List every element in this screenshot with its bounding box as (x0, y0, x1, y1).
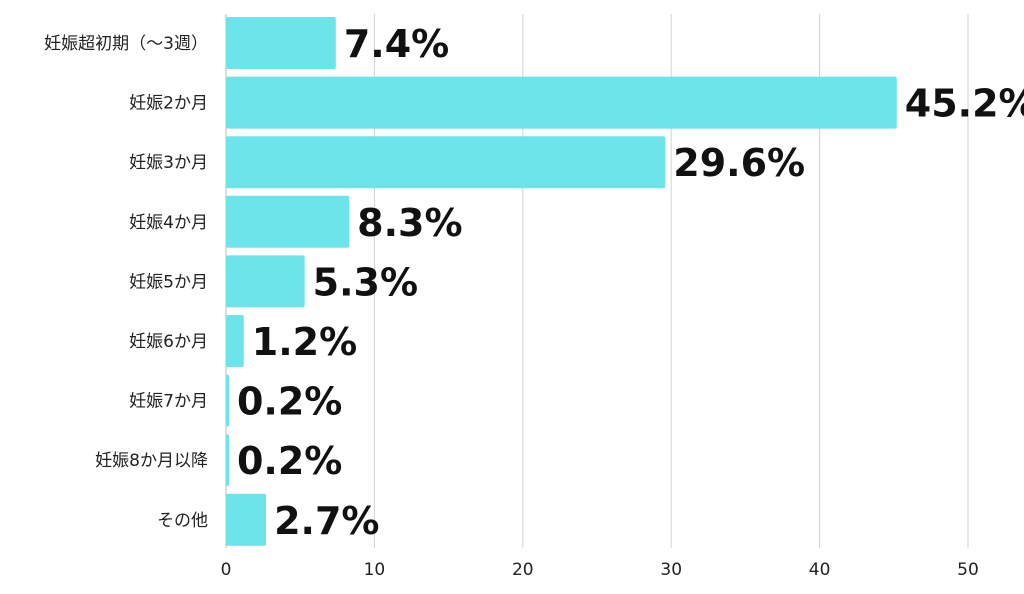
data-label-5: 5.3% (313, 260, 418, 304)
data-label-8: 0.2% (237, 439, 342, 483)
data-label-6: 1.2% (252, 320, 357, 364)
bar-2 (226, 76, 897, 129)
x-tick-label-20: 20 (512, 560, 534, 580)
data-label-9: 2.7% (274, 499, 379, 543)
category-label-9: その他 (157, 511, 208, 531)
data-labels: 7.4% 45.2% 29.6% 8.3% 5.3% 1.2% 0.2% 0.2% 2.7% (237, 22, 1024, 543)
category-labels: 妊娠超初期（〜3週） 妊娠2か月妊娠3か月妊娠4か月妊娠5か月妊娠6か月妊娠7か月… (44, 34, 208, 531)
bars (226, 17, 897, 546)
bar-1 (226, 17, 336, 69)
data-label-1: 7.4% (344, 22, 449, 66)
category-label-7: 妊娠7か月 (129, 392, 208, 412)
bar-8 (226, 434, 229, 487)
category-label-5: 妊娠5か月 (129, 272, 208, 292)
bar-6 (226, 315, 244, 367)
category-label-1: 妊娠超初期（〜3週） (44, 34, 208, 54)
x-tick-label-0: 0 (221, 560, 232, 580)
x-tick-label-10: 10 (364, 560, 386, 580)
bar-9 (226, 493, 267, 546)
data-label-7: 0.2% (237, 380, 342, 424)
x-tick-label-30: 30 (660, 560, 682, 580)
bar-4 (226, 195, 350, 248)
data-label-4: 8.3% (357, 201, 462, 245)
x-axis-tick-labels: 0 10 20 30 40 50 (221, 560, 979, 580)
category-label-6: 妊娠6か月 (129, 332, 208, 352)
category-label-4: 妊娠4か月 (129, 213, 208, 233)
bar-3 (226, 136, 666, 189)
bar-5 (226, 255, 305, 308)
data-label-2: 45.2% (905, 82, 1024, 126)
category-label-3: 妊娠3か月 (129, 153, 208, 173)
data-label-3: 29.6% (673, 141, 805, 185)
x-tick-label-50: 50 (957, 560, 979, 580)
x-tick-label-40: 40 (809, 560, 831, 580)
category-label-8: 妊娠8か月以降 (95, 451, 208, 471)
bar-7 (226, 374, 229, 427)
category-label-2: 妊娠2か月 (129, 94, 208, 114)
